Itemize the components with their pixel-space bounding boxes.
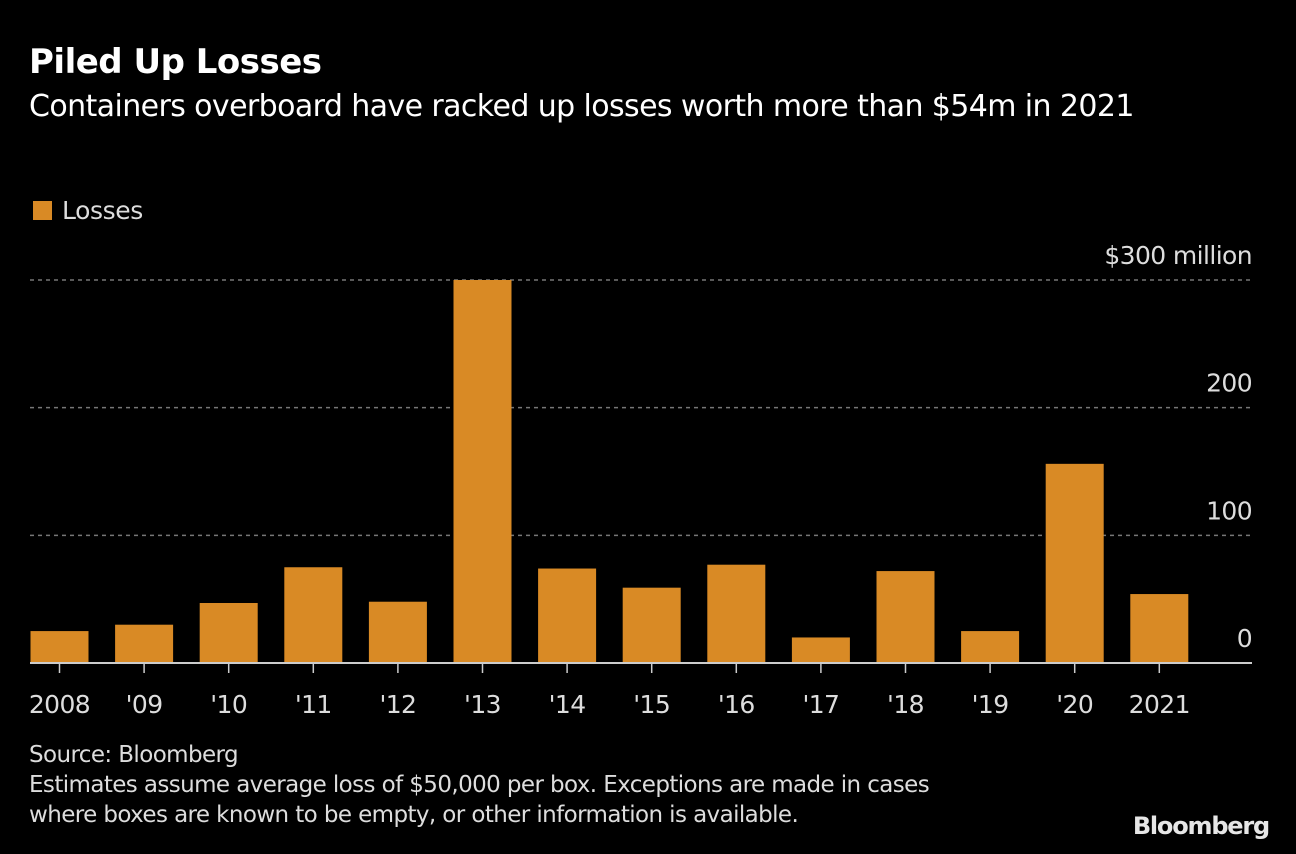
x-tick-label-9: '17 [802, 690, 839, 719]
x-tick-label-10: '18 [887, 690, 924, 719]
x-tick-label-7: '15 [633, 690, 670, 719]
x-axis [30, 662, 1252, 673]
bar-5 [453, 280, 512, 663]
chart-subtitle: Containers overboard have racked up loss… [29, 89, 1134, 124]
x-tick-label-13: 2021 [1129, 690, 1190, 719]
bar-10 [876, 571, 935, 663]
footnote-line-2: where boxes are known to be empty, or ot… [29, 802, 799, 828]
x-tick-label-0: 2008 [29, 690, 90, 719]
chart-title: Piled Up Losses [29, 42, 322, 82]
legend: Losses [33, 196, 143, 225]
x-axis-labels: 2008 '09 '10 '11 '12 '13 '14 '15 '16 '17 '18 '19 '20… [29, 690, 1191, 719]
y-tick-label-300: $300 million [1104, 241, 1252, 270]
footer: Source: Bloomberg Estimates assume avera… [29, 740, 930, 830]
bloomberg-logo: Bloomberg [1132, 812, 1270, 840]
source-note: Source: Bloomberg [29, 742, 239, 768]
x-tick-label-2: '10 [210, 690, 247, 719]
x-tick-label-11: '19 [972, 690, 1009, 719]
y-tick-label-200: 200 [1206, 369, 1252, 398]
bar-8 [707, 564, 766, 663]
legend-swatch [33, 201, 52, 220]
bar-12 [1045, 463, 1104, 663]
x-tick-label-12: '20 [1056, 690, 1093, 719]
y-tick-label-100: 100 [1206, 496, 1252, 525]
x-tick-label-8: '16 [718, 690, 755, 719]
bar-3 [284, 567, 343, 663]
bar-11 [961, 631, 1020, 663]
x-tick-label-4: '12 [379, 690, 416, 719]
y-tick-label-0: 0 [1237, 624, 1252, 653]
bar-9 [791, 637, 850, 663]
legend-label: Losses [62, 196, 143, 225]
bar-0 [30, 631, 89, 663]
x-tick-label-5: '13 [464, 690, 501, 719]
bar-7 [622, 587, 681, 663]
bar-2 [199, 602, 258, 663]
x-tick-label-1: '09 [126, 690, 163, 719]
bar-4 [368, 601, 427, 663]
bar-6 [538, 568, 597, 663]
footnote-line-1: Estimates assume average loss of $50,000… [29, 772, 930, 798]
x-tick-label-3: '11 [295, 690, 332, 719]
bar-1 [115, 624, 174, 663]
bars [30, 280, 1189, 663]
x-tick-label-6: '14 [549, 690, 586, 719]
bar-13 [1130, 594, 1189, 663]
y-axis-labels: 0 100 200 $300 million [1104, 241, 1252, 653]
